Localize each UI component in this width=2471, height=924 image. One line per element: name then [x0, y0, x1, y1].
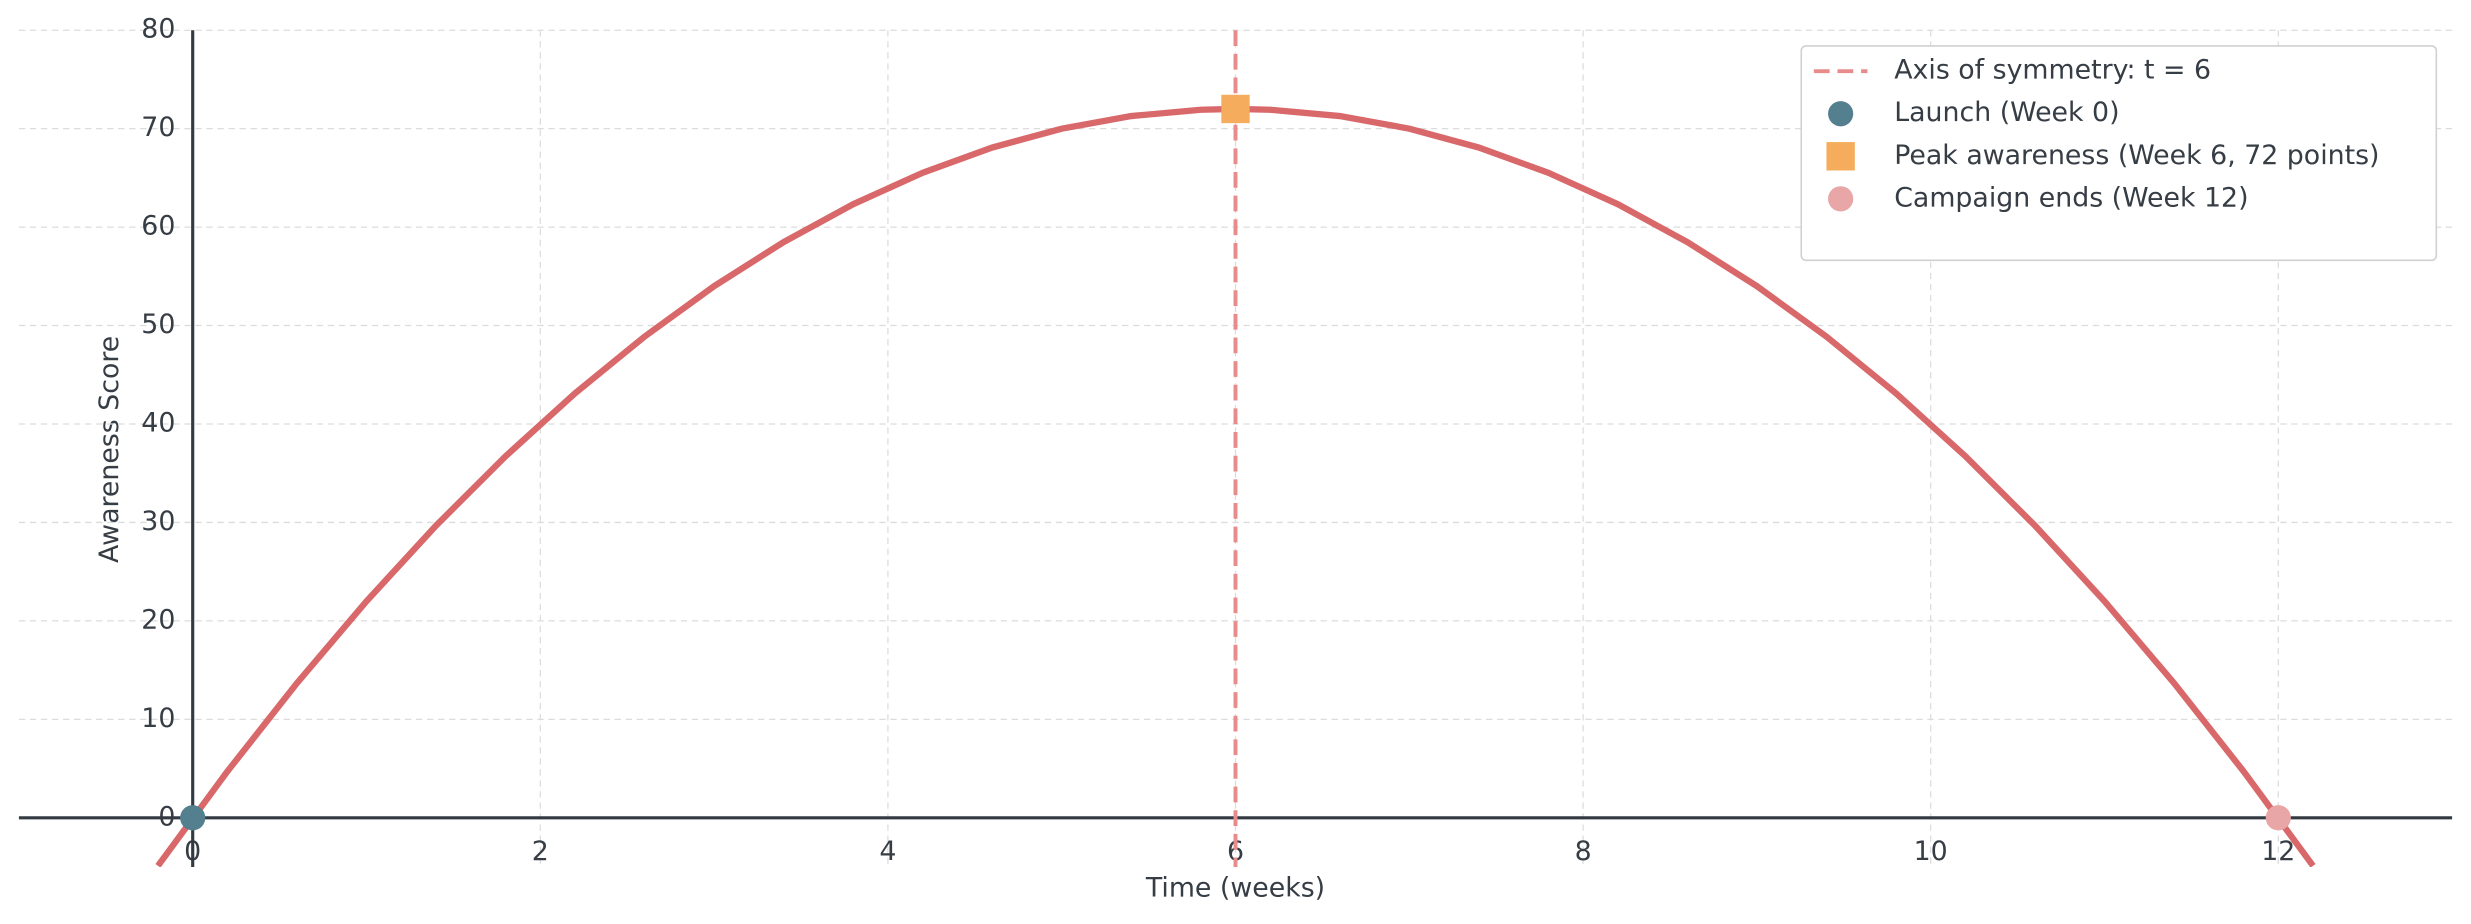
- x-axis-label: Time (weeks): [1145, 873, 1325, 904]
- legend-symbol: [1826, 142, 1855, 171]
- legend-symbol: [1828, 101, 1854, 127]
- legend-label: Launch (Week 0): [1894, 97, 2119, 128]
- legend-label: Axis of symmetry: t = 6: [1894, 55, 2211, 86]
- x-tick-label: 6: [1227, 836, 1244, 867]
- y-axis-label: Awareness Score: [94, 336, 125, 563]
- y-tick-label: 30: [141, 506, 175, 537]
- y-tick-label: 50: [141, 309, 175, 340]
- x-tick-label: 8: [1575, 836, 1592, 867]
- y-tick-label: 20: [141, 604, 175, 635]
- x-tick-label: 2: [532, 836, 549, 867]
- x-tick-label: 4: [879, 836, 896, 867]
- y-tick-label: 60: [141, 211, 175, 242]
- y-tick-label: 10: [141, 703, 175, 734]
- marker: [180, 805, 206, 831]
- legend-label: Campaign ends (Week 12): [1894, 182, 2248, 213]
- marker: [2265, 805, 2291, 831]
- y-tick-label: 80: [141, 14, 175, 45]
- y-tick-label: 70: [141, 112, 175, 143]
- x-tick-label: 10: [1914, 836, 1948, 867]
- y-tick-label: 40: [141, 407, 175, 438]
- marker: [1221, 94, 1250, 124]
- legend-label: Peak awareness (Week 6, 72 points): [1894, 140, 2379, 171]
- legend-symbol: [1828, 186, 1854, 212]
- legend-box: [1800, 45, 2438, 262]
- x-tick-label: 12: [2261, 836, 2295, 867]
